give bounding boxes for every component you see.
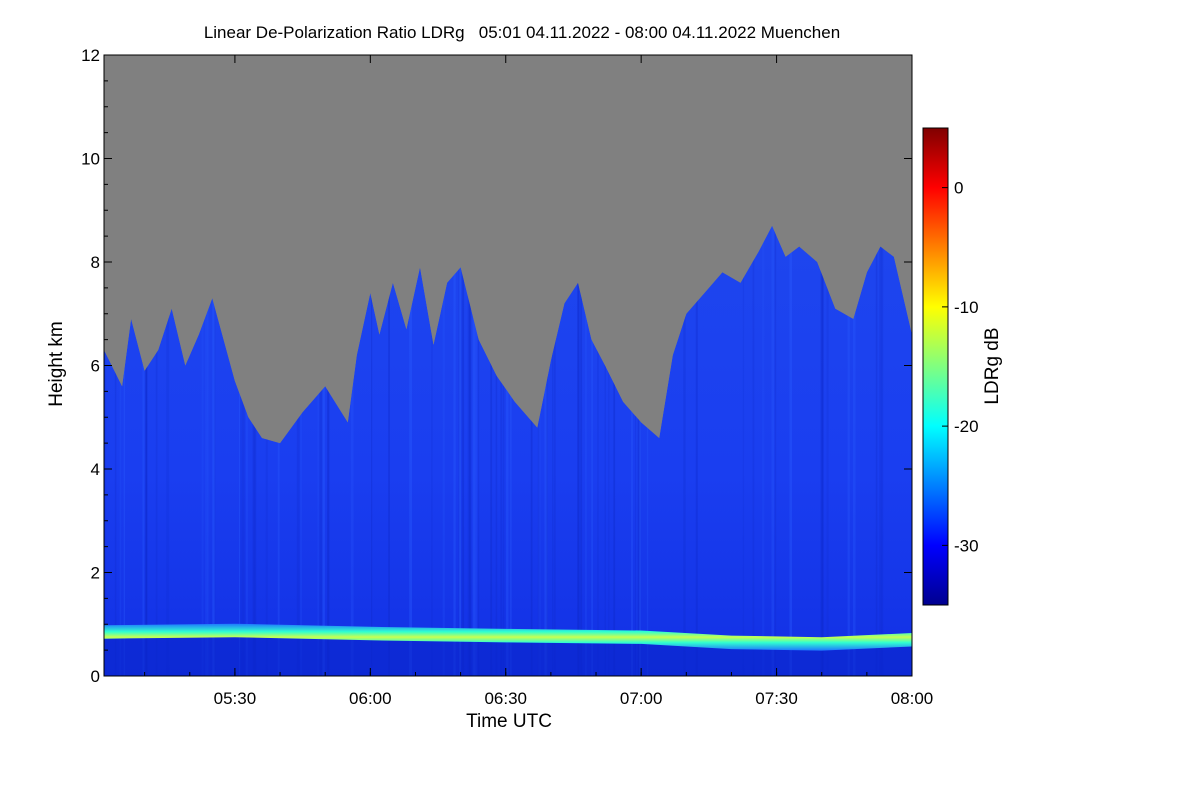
streak bbox=[166, 55, 170, 676]
streak bbox=[459, 55, 461, 676]
streak bbox=[771, 55, 774, 676]
streak bbox=[580, 55, 583, 676]
streak bbox=[879, 55, 882, 676]
streak bbox=[683, 55, 686, 676]
no-data-mask bbox=[104, 55, 912, 444]
y-tick-label: 4 bbox=[91, 460, 100, 479]
streak bbox=[453, 55, 456, 676]
streak bbox=[847, 55, 850, 676]
y-tick-label: 6 bbox=[91, 357, 100, 376]
streak bbox=[205, 55, 208, 676]
streak bbox=[155, 55, 158, 676]
y-tick-label: 12 bbox=[81, 46, 100, 65]
streak bbox=[388, 55, 390, 676]
plot-area bbox=[104, 55, 912, 676]
streak bbox=[371, 55, 373, 676]
y-axis-label: Height km bbox=[46, 321, 67, 407]
lower-dark-band bbox=[104, 637, 912, 676]
colorbar-tick-label: -30 bbox=[954, 536, 979, 555]
signal-area bbox=[104, 225, 912, 676]
streak bbox=[762, 55, 765, 676]
streak bbox=[585, 55, 587, 676]
streak bbox=[820, 55, 824, 676]
streak bbox=[553, 55, 556, 676]
x-tick-label: 05:30 bbox=[214, 689, 257, 708]
colorbar-ticks: 0 -10 -20 -30 bbox=[942, 179, 979, 555]
streak bbox=[459, 55, 461, 676]
streak bbox=[742, 55, 745, 676]
streak bbox=[875, 55, 878, 676]
streak bbox=[212, 55, 215, 676]
streak bbox=[206, 55, 210, 676]
x-tick-label: 08:00 bbox=[891, 689, 934, 708]
streak bbox=[597, 55, 599, 676]
streak bbox=[472, 55, 476, 676]
streak bbox=[467, 55, 471, 676]
colorbar-tick-label: -10 bbox=[954, 298, 979, 317]
streak bbox=[462, 55, 465, 676]
streak bbox=[472, 55, 475, 676]
streak bbox=[552, 55, 554, 676]
y-tick-label: 2 bbox=[91, 564, 100, 583]
streak bbox=[458, 55, 462, 676]
colorbar-label: LDRg dB bbox=[982, 327, 1003, 404]
y-tick-label: 10 bbox=[81, 150, 100, 169]
y-tick-label: 8 bbox=[91, 253, 100, 272]
colorbar-tick-label: -20 bbox=[954, 417, 979, 436]
streak bbox=[591, 55, 593, 676]
streak bbox=[477, 55, 480, 676]
y-axis: 0 2 4 6 8 10 12 bbox=[81, 46, 912, 686]
streak bbox=[409, 55, 412, 676]
streak bbox=[577, 55, 580, 676]
streak bbox=[577, 55, 581, 676]
colorbar-gradient bbox=[922, 127, 949, 606]
streak bbox=[431, 55, 433, 676]
streak bbox=[881, 55, 884, 676]
streak bbox=[490, 55, 493, 676]
y-tick-label: 0 bbox=[91, 667, 100, 686]
colorbar: 0 -10 -20 -30 LDRg dB bbox=[922, 127, 1003, 606]
streak bbox=[442, 55, 445, 676]
x-axis-label: Time UTC bbox=[466, 711, 552, 732]
x-tick-label: 07:30 bbox=[755, 689, 798, 708]
streak bbox=[695, 55, 698, 676]
streak bbox=[201, 55, 204, 676]
x-tick-label: 07:00 bbox=[620, 689, 663, 708]
streak bbox=[213, 55, 216, 676]
streak bbox=[821, 55, 824, 676]
x-tick-label: 06:00 bbox=[349, 689, 392, 708]
streak bbox=[474, 55, 478, 676]
chart-title: Linear De-Polarization Ratio LDRg 05:01 … bbox=[204, 23, 840, 42]
bright-aerosol-layer bbox=[104, 623, 912, 651]
streak bbox=[852, 55, 856, 676]
streak bbox=[752, 55, 755, 676]
x-tick-label: 06:30 bbox=[484, 689, 527, 708]
colorbar-tick-label: 0 bbox=[954, 179, 963, 198]
streak bbox=[774, 55, 777, 676]
streak bbox=[468, 55, 472, 676]
x-axis: 05:30 06:00 06:30 07:00 07:30 08:00 bbox=[144, 55, 934, 708]
vertical-streaks bbox=[104, 55, 912, 676]
streak bbox=[826, 55, 829, 676]
streak bbox=[789, 55, 792, 676]
